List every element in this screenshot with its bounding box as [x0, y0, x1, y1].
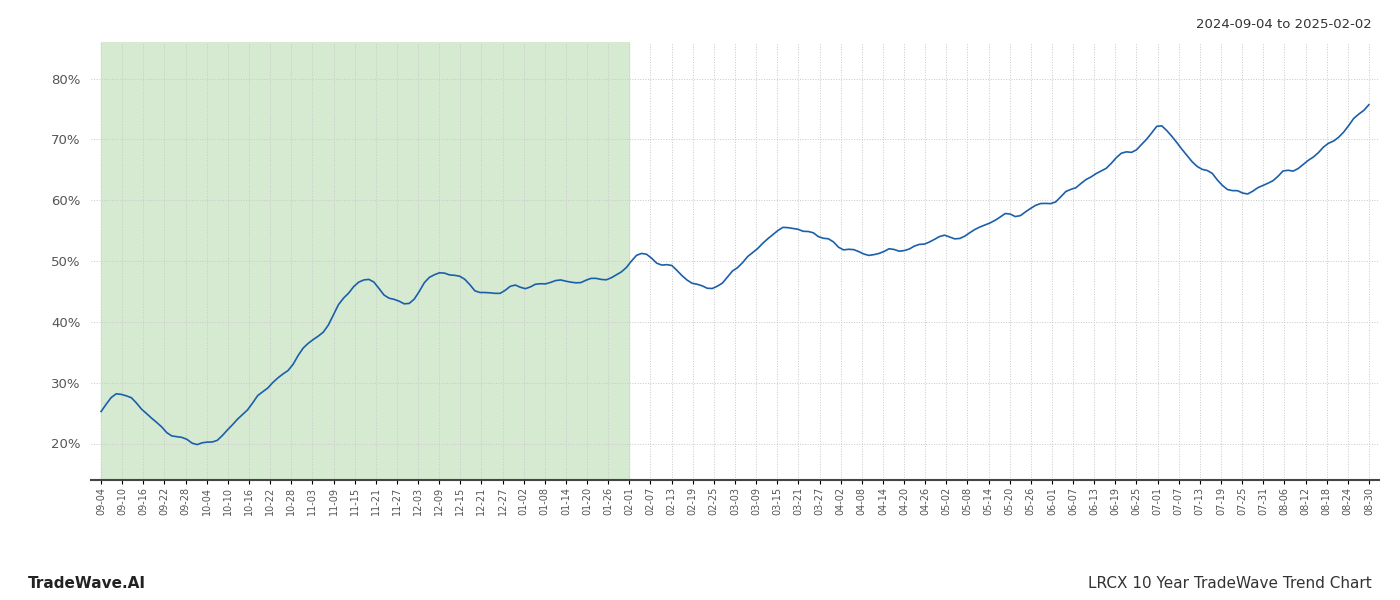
Text: 2024-09-04 to 2025-02-02: 2024-09-04 to 2025-02-02 — [1196, 18, 1372, 31]
Text: LRCX 10 Year TradeWave Trend Chart: LRCX 10 Year TradeWave Trend Chart — [1088, 576, 1372, 591]
Bar — [101, 42, 630, 480]
Text: TradeWave.AI: TradeWave.AI — [28, 576, 146, 591]
